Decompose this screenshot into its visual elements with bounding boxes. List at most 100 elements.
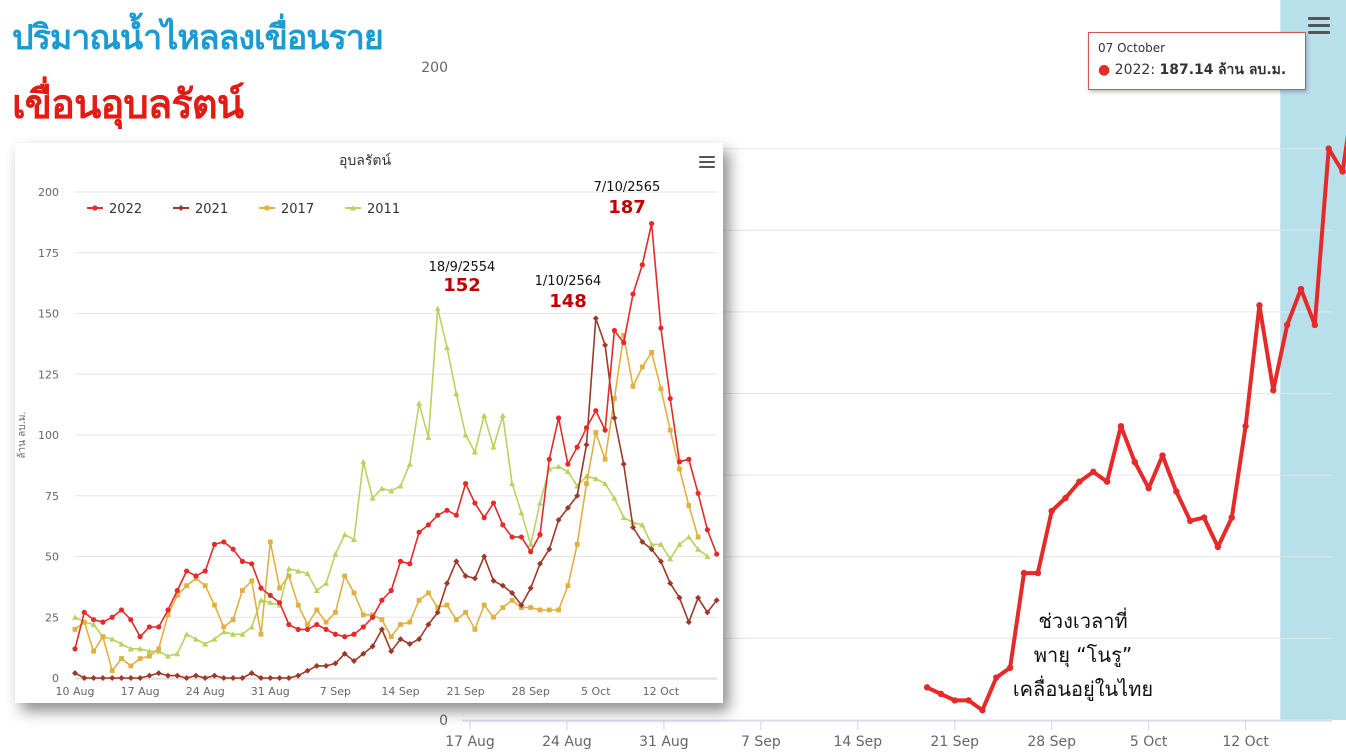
data-point <box>491 614 496 620</box>
data-point <box>304 570 311 577</box>
data-point <box>277 585 282 591</box>
data-point <box>406 640 413 647</box>
data-point <box>471 575 478 582</box>
tooltip-unit: ล้าน ลบ.ม. <box>1217 62 1287 78</box>
data-point <box>72 646 78 652</box>
x-tick-label: 12 Oct <box>643 685 680 698</box>
data-point <box>360 612 366 618</box>
data-point <box>583 441 590 448</box>
data-point <box>239 631 246 637</box>
data-point <box>406 461 413 467</box>
data-point <box>435 512 441 518</box>
data-point <box>611 327 618 334</box>
data-point <box>230 675 237 681</box>
data-point <box>556 415 562 421</box>
data-point <box>109 636 116 642</box>
data-point <box>657 558 664 565</box>
data-point <box>686 456 692 462</box>
data-point <box>444 507 450 513</box>
y-tick-label: 25 <box>45 611 59 624</box>
data-point <box>314 621 320 628</box>
data-point <box>1200 514 1208 521</box>
data-point <box>109 675 116 681</box>
x-tick-label: 12 Oct <box>1222 734 1269 750</box>
y-tick-label: 0 <box>439 713 448 729</box>
data-point <box>91 617 97 623</box>
data-point <box>258 585 264 591</box>
data-point <box>360 650 367 657</box>
data-point <box>481 553 488 560</box>
data-point <box>639 364 645 370</box>
data-point <box>472 627 478 632</box>
data-point <box>425 522 431 528</box>
data-point <box>923 684 931 691</box>
data-point <box>249 578 255 584</box>
data-point <box>621 332 627 338</box>
data-point <box>1006 664 1014 671</box>
data-point <box>341 531 348 538</box>
chart-menu-icon[interactable] <box>1308 17 1330 35</box>
yearly-comparison-chart: อุบลรัตน์ 0 25 50 75 100 125 150 175 200 ล้าน ลบ.ม… <box>16 152 720 698</box>
data-point <box>193 573 199 579</box>
data-point <box>555 463 562 470</box>
data-point <box>713 597 720 604</box>
data-point <box>264 205 270 211</box>
inset-chart-menu-icon[interactable] <box>699 156 715 169</box>
data-point <box>435 605 441 610</box>
data-point <box>611 495 618 501</box>
data-point <box>342 634 348 640</box>
data-point <box>649 220 655 227</box>
x-tick-label: 31 Aug <box>251 685 290 698</box>
data-point <box>453 390 460 397</box>
storm-period-note: ช่วงเวลาที่ พายุ “โนรู” เคลื่อนอยู่ในไทย <box>1012 604 1154 706</box>
data-point <box>221 539 227 545</box>
data-point <box>202 675 209 681</box>
data-point <box>147 653 152 659</box>
data-point <box>556 607 561 613</box>
data-point <box>1103 478 1111 485</box>
data-point <box>657 541 664 547</box>
data-point <box>416 400 423 406</box>
data-point <box>537 532 543 538</box>
data-point <box>453 617 459 623</box>
data-point <box>611 414 618 421</box>
data-point <box>1117 422 1125 430</box>
data-point <box>1062 494 1069 502</box>
tooltip-value: 187.14 <box>1159 62 1214 78</box>
data-point <box>509 589 516 596</box>
data-point <box>658 386 664 392</box>
data-point <box>574 492 581 499</box>
data-point <box>351 657 357 664</box>
data-point <box>267 675 274 681</box>
data-point <box>277 600 283 606</box>
data-point <box>184 583 189 589</box>
annotation-date: 18/9/2554 <box>429 260 496 275</box>
data-point <box>546 607 552 613</box>
data-point <box>620 461 627 468</box>
legend-label-2021: 2021 <box>195 202 228 217</box>
data-point <box>602 480 609 487</box>
page-title: ปริมาณน้ำไหลลงเขื่อนราย <box>12 18 384 58</box>
y-tick-label: 200 <box>421 60 448 76</box>
data-point <box>639 521 646 528</box>
data-point <box>211 672 218 679</box>
data-point <box>1173 488 1180 495</box>
legend-label-2011: 2011 <box>367 202 400 217</box>
data-point <box>92 205 98 211</box>
data-tooltip: 07 October ● 2022: 187.14 ล้าน ลบ.ม. <box>1088 32 1306 90</box>
annotation-value: 148 <box>549 291 587 312</box>
data-point <box>137 656 143 661</box>
data-point <box>564 504 571 511</box>
data-point <box>574 541 580 547</box>
data-point <box>267 599 274 606</box>
data-point <box>323 580 330 586</box>
data-point <box>398 622 403 627</box>
data-point <box>165 607 171 613</box>
data-point <box>220 628 227 635</box>
data-point <box>100 619 106 625</box>
data-point <box>1283 321 1291 329</box>
data-point <box>72 614 78 620</box>
data-point <box>258 631 264 637</box>
data-point <box>323 619 329 625</box>
data-point <box>667 580 674 587</box>
